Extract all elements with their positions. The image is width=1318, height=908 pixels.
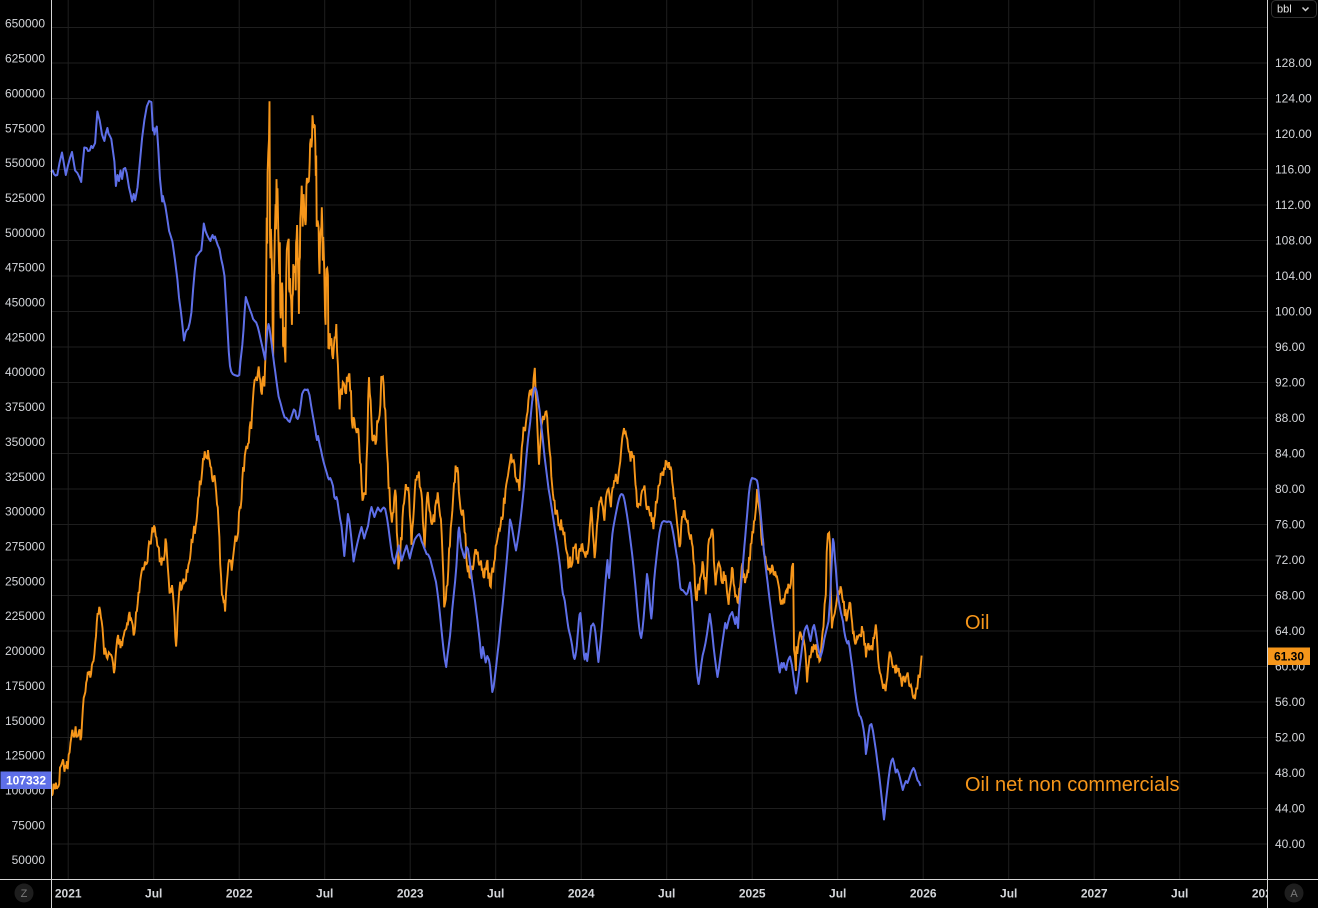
svg-text:475000: 475000: [5, 261, 45, 275]
svg-text:50000: 50000: [12, 853, 46, 867]
svg-text:56.00: 56.00: [1275, 695, 1305, 709]
svg-text:104.00: 104.00: [1275, 269, 1312, 283]
svg-text:2027: 2027: [1081, 887, 1108, 901]
svg-text:200000: 200000: [5, 644, 45, 658]
svg-text:150000: 150000: [5, 714, 45, 728]
svg-text:75000: 75000: [12, 818, 46, 832]
svg-text:Jul: Jul: [487, 887, 504, 901]
svg-text:2025: 2025: [739, 887, 766, 901]
svg-text:625000: 625000: [5, 52, 45, 66]
svg-text:500000: 500000: [5, 226, 45, 240]
svg-text:64.00: 64.00: [1275, 624, 1305, 638]
svg-text:275000: 275000: [5, 540, 45, 554]
svg-text:650000: 650000: [5, 17, 45, 31]
svg-text:2024: 2024: [568, 887, 595, 901]
svg-text:120.00: 120.00: [1275, 127, 1312, 141]
svg-text:350000: 350000: [5, 435, 45, 449]
svg-text:100.00: 100.00: [1275, 305, 1312, 319]
svg-text:Jul: Jul: [658, 887, 675, 901]
svg-text:250000: 250000: [5, 574, 45, 588]
svg-text:425000: 425000: [5, 330, 45, 344]
svg-text:72.00: 72.00: [1275, 553, 1305, 567]
svg-text:92.00: 92.00: [1275, 376, 1305, 390]
svg-text:575000: 575000: [5, 121, 45, 135]
svg-text:2026: 2026: [910, 887, 937, 901]
svg-text:Jul: Jul: [829, 887, 846, 901]
svg-text:84.00: 84.00: [1275, 447, 1305, 461]
svg-text:2028: 2028: [1252, 887, 1279, 901]
svg-text:175000: 175000: [5, 679, 45, 693]
svg-text:68.00: 68.00: [1275, 589, 1305, 603]
svg-text:48.00: 48.00: [1275, 766, 1305, 780]
svg-text:44.00: 44.00: [1275, 802, 1305, 816]
svg-text:80.00: 80.00: [1275, 482, 1305, 496]
svg-text:107332: 107332: [6, 774, 46, 788]
svg-text:Z: Z: [21, 888, 28, 900]
svg-text:2021: 2021: [55, 887, 82, 901]
svg-text:128.00: 128.00: [1275, 56, 1312, 70]
svg-text:96.00: 96.00: [1275, 340, 1305, 354]
svg-text:124.00: 124.00: [1275, 92, 1312, 106]
svg-text:2023: 2023: [397, 887, 424, 901]
svg-text:525000: 525000: [5, 191, 45, 205]
svg-text:300000: 300000: [5, 505, 45, 519]
svg-text:40.00: 40.00: [1275, 837, 1305, 851]
svg-text:88.00: 88.00: [1275, 411, 1305, 425]
svg-text:Jul: Jul: [145, 887, 162, 901]
svg-text:600000: 600000: [5, 86, 45, 100]
svg-text:125000: 125000: [5, 749, 45, 763]
svg-text:112.00: 112.00: [1275, 198, 1311, 212]
svg-text:bbl: bbl: [1277, 4, 1292, 16]
svg-text:400000: 400000: [5, 365, 45, 379]
svg-text:61.30: 61.30: [1274, 650, 1304, 664]
svg-text:Jul: Jul: [1171, 887, 1188, 901]
svg-text:108.00: 108.00: [1275, 234, 1312, 248]
svg-text:325000: 325000: [5, 470, 45, 484]
svg-text:76.00: 76.00: [1275, 518, 1305, 532]
svg-text:A: A: [1290, 888, 1298, 900]
svg-text:52.00: 52.00: [1275, 731, 1305, 745]
svg-text:Oil: Oil: [965, 612, 989, 634]
svg-text:550000: 550000: [5, 156, 45, 170]
svg-text:116.00: 116.00: [1275, 163, 1311, 177]
svg-text:Jul: Jul: [316, 887, 333, 901]
svg-text:2022: 2022: [226, 887, 253, 901]
svg-text:225000: 225000: [5, 609, 45, 623]
svg-text:Oil net non commercials: Oil net non commercials: [965, 774, 1180, 796]
svg-text:450000: 450000: [5, 296, 45, 310]
svg-text:375000: 375000: [5, 400, 45, 414]
svg-text:Jul: Jul: [1000, 887, 1017, 901]
